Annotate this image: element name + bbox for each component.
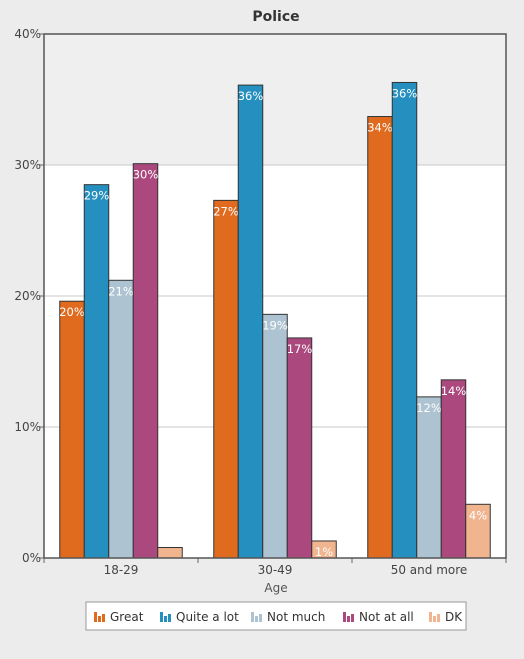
bar-chart-icon xyxy=(429,612,440,622)
legend-label: DK xyxy=(445,610,463,624)
bar-label: 12% xyxy=(416,401,442,415)
bar-chart-icon xyxy=(94,612,105,622)
legend: Great Quite a lot Not much Not at all DK xyxy=(85,601,467,631)
bar xyxy=(367,116,393,559)
chart-title: Police xyxy=(252,9,299,25)
bar-label: 20% xyxy=(59,305,85,319)
bar xyxy=(416,396,442,559)
x-axis-title: Age xyxy=(264,581,287,595)
y-tick-label: 20% xyxy=(14,289,41,303)
bar xyxy=(59,300,85,559)
bar xyxy=(465,503,491,559)
bars: 20% 29% 21% 30% 27% 36% 19% 17% 1% 34% 36% 12% 14% 4% xyxy=(59,81,491,559)
bar-label: 4% xyxy=(469,508,487,522)
y-tick-label: 40% xyxy=(14,27,41,41)
bar-label: 36% xyxy=(392,86,418,100)
icon-bar xyxy=(94,612,97,622)
legend-label: Not at all xyxy=(359,610,414,624)
bar-label: 27% xyxy=(213,204,239,218)
y-tick-label: 0% xyxy=(22,551,41,565)
x-tick-label: 18-29 xyxy=(104,563,139,577)
y-tick-label: 10% xyxy=(14,420,41,434)
x-tick-label: 30-49 xyxy=(258,563,293,577)
bar-label: 1% xyxy=(315,545,333,559)
bar xyxy=(391,81,418,559)
legend-label: Great xyxy=(110,610,144,624)
icon-bar xyxy=(251,612,254,622)
icon-bar xyxy=(259,614,262,622)
icon-bar xyxy=(433,616,436,622)
legend-label: Not much xyxy=(267,610,325,624)
bar-chart-icon xyxy=(343,612,354,622)
x-tick-label: 50 and more xyxy=(391,563,468,577)
axes: 0% 10% 20% 30% 40% 18-29 30-49 50 and more xyxy=(14,27,507,577)
bar-label: 36% xyxy=(238,89,264,103)
icon-bar xyxy=(347,616,350,622)
y-tick-label: 30% xyxy=(14,158,41,172)
bar-label: 34% xyxy=(367,121,393,135)
bar xyxy=(262,313,288,559)
icon-bar xyxy=(437,614,440,622)
plot-band xyxy=(44,34,506,165)
bar-label: 30% xyxy=(133,168,159,182)
bar-label: 19% xyxy=(262,318,288,332)
icon-bar xyxy=(255,616,258,622)
bar xyxy=(237,84,264,559)
bar xyxy=(108,279,134,559)
icon-bar xyxy=(351,614,354,622)
bar xyxy=(213,199,239,559)
bar xyxy=(157,547,183,559)
bar xyxy=(132,163,159,559)
icon-bar xyxy=(429,612,432,622)
bar-chart-icon xyxy=(160,612,171,622)
bar xyxy=(83,184,110,559)
icon-bar xyxy=(343,612,346,622)
bar-label: 29% xyxy=(84,189,110,203)
bar xyxy=(440,379,467,559)
legend-box xyxy=(85,601,467,631)
bar-chart-icon xyxy=(251,612,262,622)
legend-label: Quite a lot xyxy=(176,610,239,624)
icon-bar xyxy=(98,616,101,622)
icon-bar xyxy=(160,612,163,622)
bar-label: 17% xyxy=(287,342,313,356)
bar-label: 14% xyxy=(441,384,467,398)
icon-bar xyxy=(164,616,167,622)
bar xyxy=(286,337,313,559)
bar-label: 21% xyxy=(108,284,134,298)
icon-bar xyxy=(168,614,171,622)
plot-frame xyxy=(43,33,507,559)
icon-bar xyxy=(102,614,105,622)
